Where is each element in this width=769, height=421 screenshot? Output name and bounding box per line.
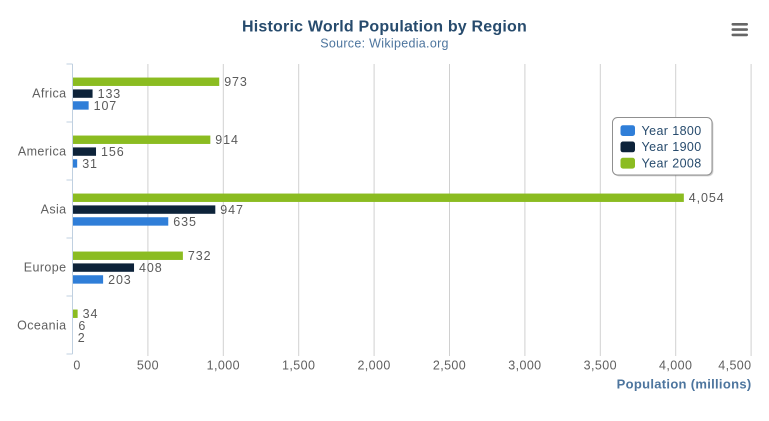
svg-text:107: 107 [94, 99, 118, 113]
svg-text:Historic World Population by R: Historic World Population by Region [242, 19, 527, 36]
svg-text:914: 914 [215, 133, 239, 147]
svg-text:408: 408 [139, 261, 163, 275]
svg-text:3,000: 3,000 [508, 359, 541, 373]
svg-text:Africa: Africa [32, 86, 66, 100]
svg-text:635: 635 [173, 215, 197, 229]
svg-text:America: America [18, 144, 67, 158]
svg-text:Europe: Europe [24, 260, 67, 274]
svg-text:2: 2 [78, 331, 86, 345]
svg-text:1,000: 1,000 [207, 359, 240, 373]
svg-text:6: 6 [78, 319, 86, 333]
svg-text:2,000: 2,000 [357, 359, 390, 373]
svg-text:Year 1900: Year 1900 [642, 140, 702, 154]
svg-text:31: 31 [82, 157, 98, 171]
svg-text:Asia: Asia [41, 202, 67, 216]
svg-text:500: 500 [137, 359, 159, 373]
svg-text:4,500: 4,500 [718, 359, 751, 373]
svg-text:Oceania: Oceania [17, 318, 66, 332]
svg-text:133: 133 [98, 87, 122, 101]
svg-text:Source: Wikipedia.org: Source: Wikipedia.org [320, 37, 449, 51]
svg-text:4,054: 4,054 [689, 191, 725, 205]
svg-text:34: 34 [83, 307, 99, 321]
svg-text:3,500: 3,500 [584, 359, 617, 373]
svg-text:Year 2008: Year 2008 [642, 157, 702, 171]
svg-text:Population (millions): Population (millions) [617, 377, 752, 392]
svg-text:947: 947 [220, 203, 244, 217]
svg-text:2,500: 2,500 [433, 359, 466, 373]
svg-text:4,000: 4,000 [659, 359, 692, 373]
svg-text:1,500: 1,500 [282, 359, 315, 373]
svg-text:203: 203 [108, 273, 132, 287]
svg-text:0: 0 [73, 359, 80, 373]
svg-text:Year 1800: Year 1800 [642, 124, 702, 138]
svg-text:732: 732 [188, 249, 212, 263]
svg-text:973: 973 [224, 75, 248, 89]
svg-text:156: 156 [101, 145, 125, 159]
